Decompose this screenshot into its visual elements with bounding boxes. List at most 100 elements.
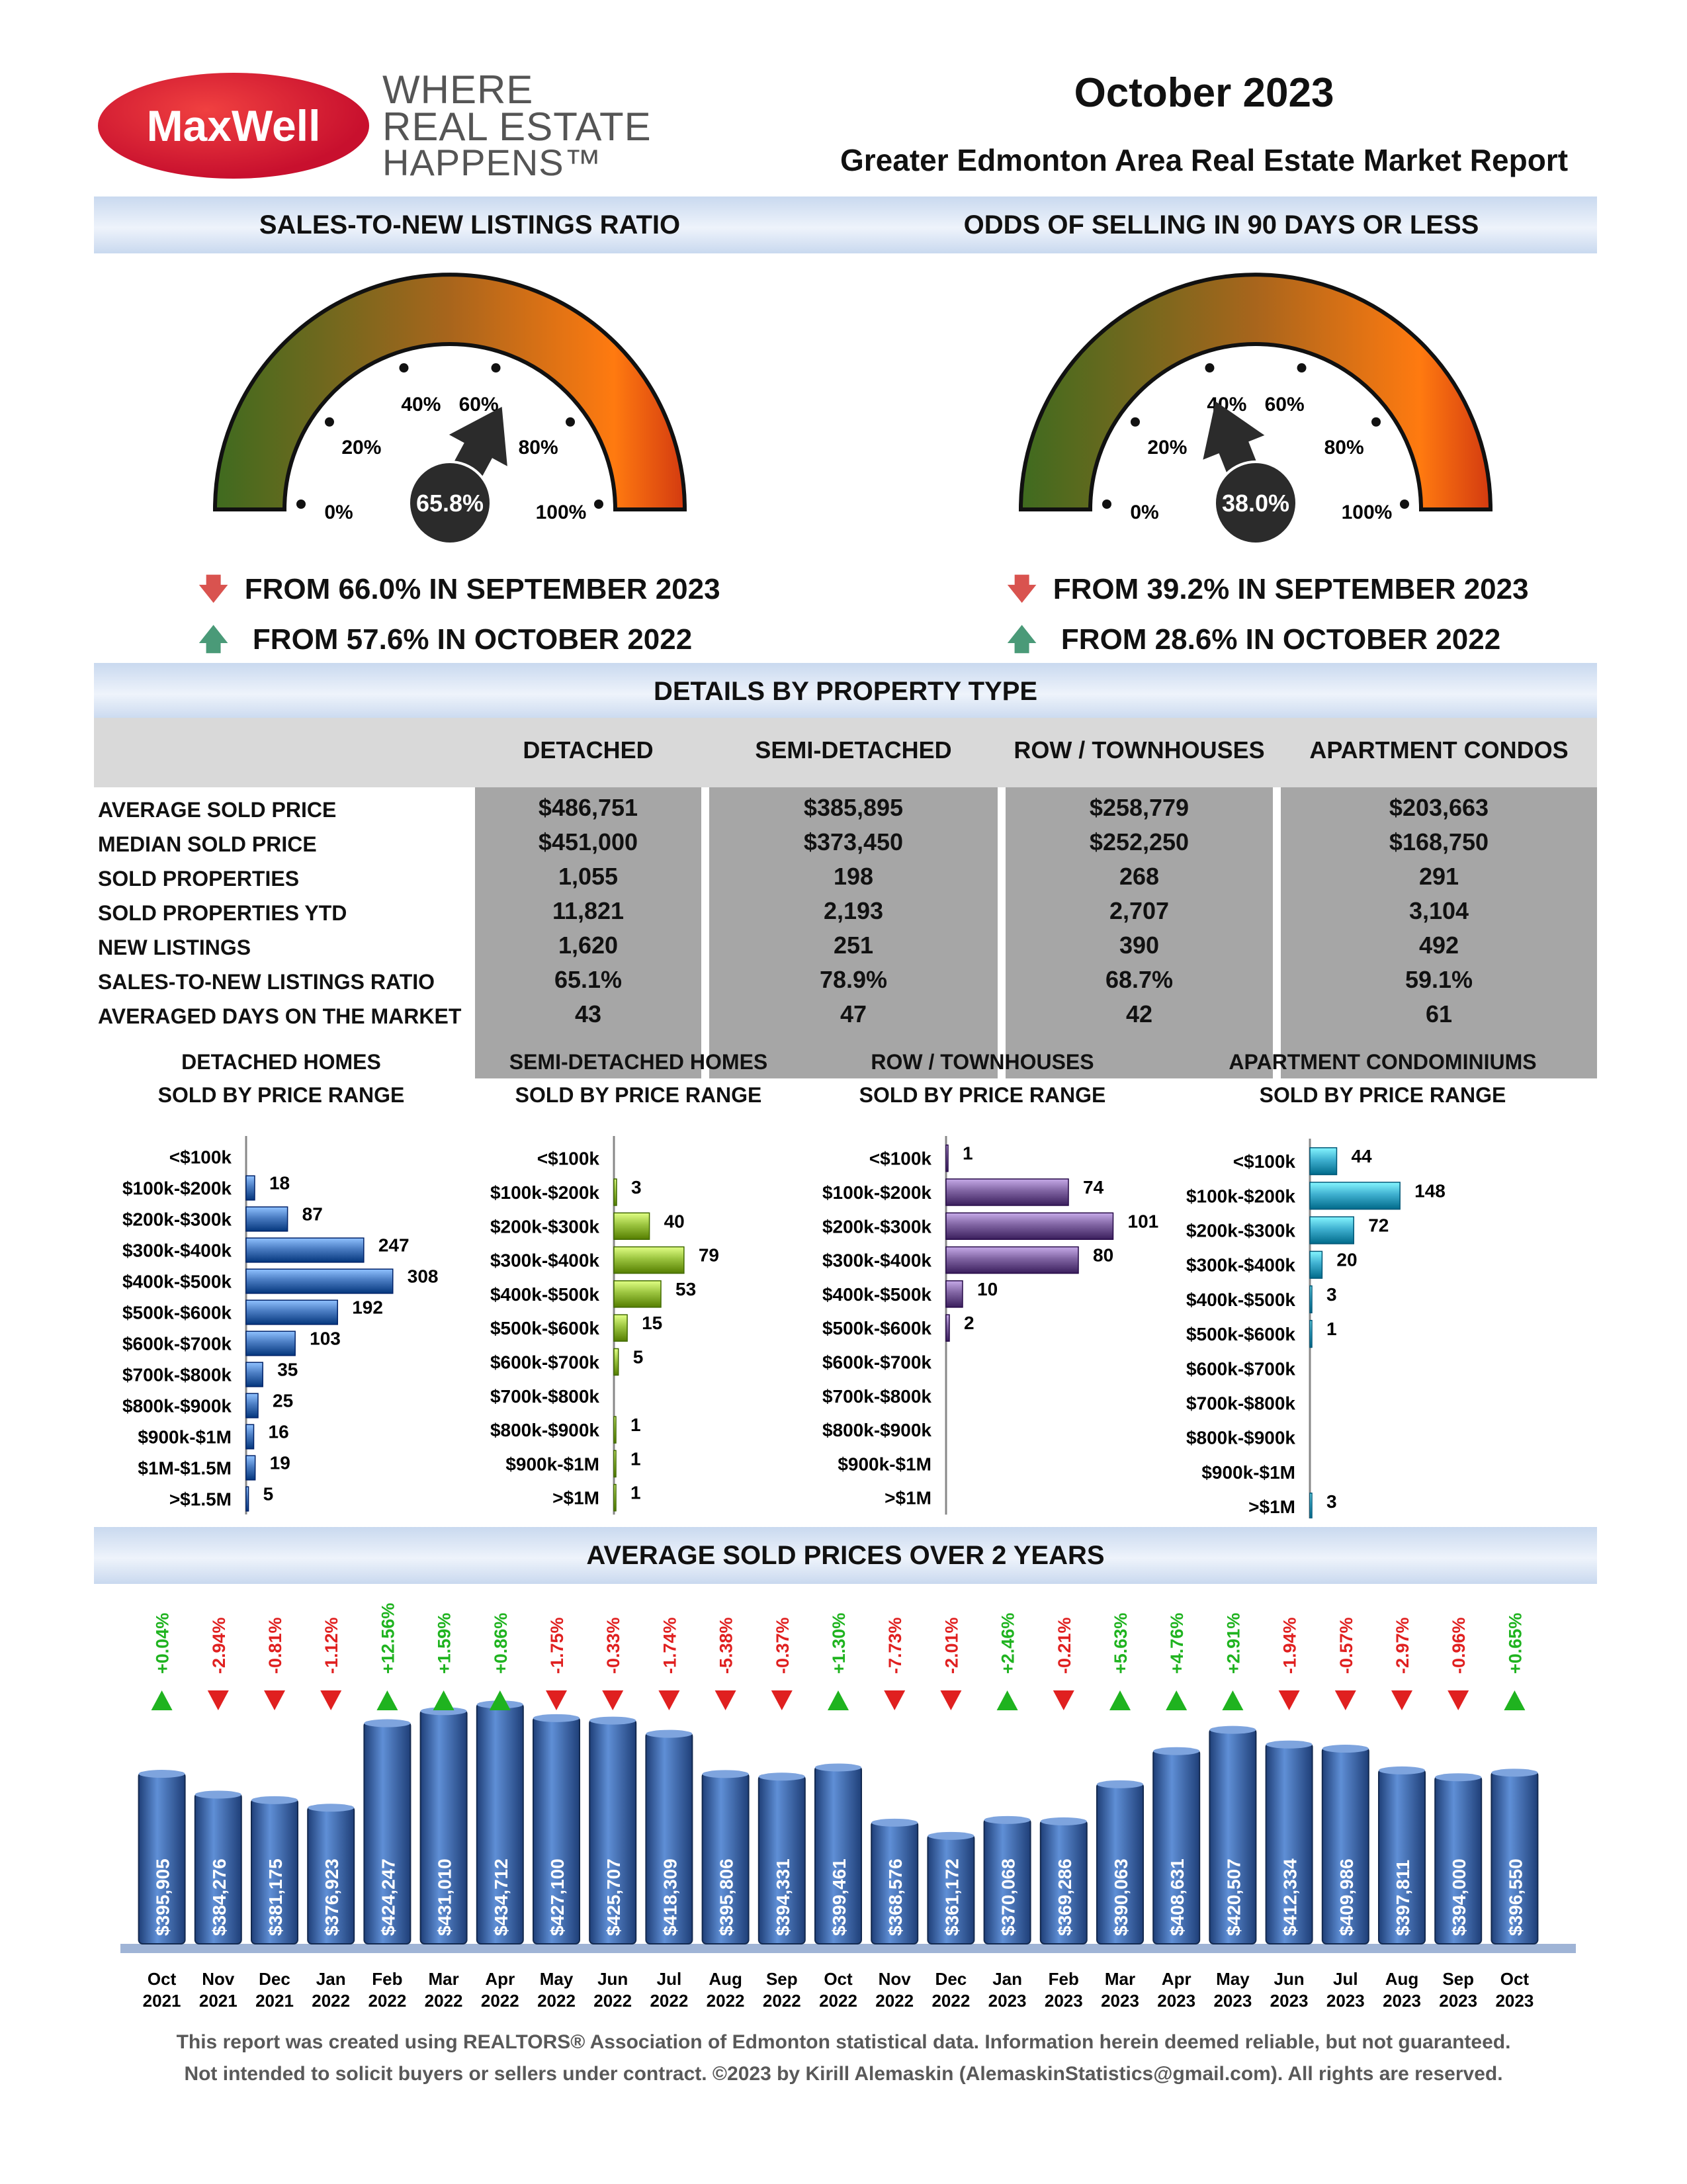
down-triangle-icon xyxy=(320,1690,342,1710)
x-tick-year: 2022 xyxy=(819,1991,857,2011)
bar-cap xyxy=(1491,1769,1538,1777)
table-cell: 78.9% xyxy=(819,966,888,993)
gauge-tick-label: 40% xyxy=(401,394,441,415)
logo-oval xyxy=(98,73,369,179)
x-tick-year: 2022 xyxy=(481,1991,519,2011)
tick-label: $100k-$200k xyxy=(490,1182,599,1203)
x-tick-month: Dec xyxy=(259,1969,290,1989)
table-col-row xyxy=(1006,787,1273,1078)
x-tick-month: Mar xyxy=(1105,1969,1135,1989)
chart-floor xyxy=(120,1944,1576,1953)
data-label: 101 xyxy=(1128,1211,1159,1231)
x-tick-month: Sep xyxy=(766,1969,798,1989)
down-triangle-icon xyxy=(1391,1690,1412,1710)
bar xyxy=(613,1246,685,1274)
tagline-line-3: HAPPENS™ xyxy=(382,142,602,183)
table-col-detached xyxy=(475,787,701,1078)
data-label: $412,334 xyxy=(1280,1858,1301,1936)
down-triangle-icon xyxy=(714,1690,736,1710)
data-label: 3 xyxy=(1326,1491,1337,1512)
detached-chart-title: DETACHED HOMES SOLD BY PRICE RANGE xyxy=(157,1050,405,1107)
gauge-arc xyxy=(212,273,687,511)
data-label: $395,905 xyxy=(153,1858,173,1936)
x-tick-year: 2022 xyxy=(875,1991,914,2011)
gauge-tick-dot xyxy=(491,363,501,373)
tick-label: $900k-$1M xyxy=(1201,1462,1295,1483)
change-label: -0.21% xyxy=(1055,1617,1074,1674)
change-label: -1.75% xyxy=(547,1617,567,1674)
gauge-tick-label: 100% xyxy=(536,502,587,523)
table-column-header: APARTMENT CONDOS xyxy=(1309,736,1569,764)
bar-cap xyxy=(138,1770,185,1778)
bar xyxy=(613,1212,650,1241)
gauge-tick-label: 20% xyxy=(341,437,381,459)
data-label: $425,707 xyxy=(603,1858,624,1936)
up-triangle-icon xyxy=(1504,1690,1526,1710)
bar xyxy=(1309,1216,1354,1245)
x-tick-month: May xyxy=(1216,1969,1250,1989)
table-cell: 68.7% xyxy=(1105,966,1174,993)
x-tick-year: 2022 xyxy=(425,1991,463,2011)
data-label: 15 xyxy=(642,1313,662,1333)
table-cell: $486,751 xyxy=(538,794,638,821)
bar xyxy=(945,1314,950,1342)
data-label: 1 xyxy=(630,1483,641,1503)
data-label: $390,063 xyxy=(1111,1858,1131,1936)
change-label: -0.81% xyxy=(265,1617,285,1674)
down-triangle-icon xyxy=(207,1690,229,1710)
data-label: 1 xyxy=(630,1415,641,1435)
gauge-tick-label: 60% xyxy=(1265,394,1305,415)
tick-label: $500k-$600k xyxy=(122,1303,232,1323)
bar-cap xyxy=(251,1796,298,1804)
bar-cap xyxy=(758,1772,805,1781)
x-tick-month: Oct xyxy=(148,1969,177,1989)
data-label: 87 xyxy=(302,1204,323,1225)
bar-cap xyxy=(308,1804,355,1812)
x-tick-year: 2023 xyxy=(1101,1991,1139,2011)
odds-change-1: 🡇 FROM 39.2% IN SEPTEMBER 2023 xyxy=(1007,573,1529,605)
table-cell: 61 xyxy=(1425,1000,1453,1027)
up-triangle-icon xyxy=(828,1690,849,1710)
table-row-label: MEDIAN SOLD PRICE xyxy=(98,832,317,856)
bar xyxy=(613,1416,617,1444)
table-cell: 1,055 xyxy=(558,863,619,890)
report-title: Greater Edmonton Area Real Estate Market… xyxy=(840,143,1569,177)
gauge-tick-label: 0% xyxy=(1130,502,1158,523)
bar xyxy=(245,1299,338,1325)
sales-ratio-heading: SALES-TO-NEW LISTINGS RATIO xyxy=(259,210,681,240)
change-label: +5.63% xyxy=(1111,1613,1131,1674)
tick-label: $700k-$800k xyxy=(122,1365,232,1385)
data-label: 148 xyxy=(1414,1180,1446,1201)
tick-label: <$100k xyxy=(537,1149,600,1169)
bar xyxy=(245,1268,394,1294)
down-triangle-icon xyxy=(1278,1690,1300,1710)
data-label: 74 xyxy=(1083,1177,1104,1198)
odds-change-2: 🡅 FROM 28.6% IN OCTOBER 2022 xyxy=(1007,623,1501,656)
x-tick-year: 2022 xyxy=(763,1991,801,2011)
gauge-tick-label: 100% xyxy=(1342,502,1393,523)
table-column-header: DETACHED xyxy=(523,736,654,764)
gauge-tick-dot xyxy=(566,417,576,427)
table-cell: 198 xyxy=(833,863,874,890)
bar xyxy=(613,1280,662,1308)
table-cell: 2,707 xyxy=(1109,897,1170,924)
table-column-header: ROW / TOWNHOUSES xyxy=(1014,736,1265,764)
gauge-tick-dot xyxy=(1400,500,1409,509)
tick-label: $900k-$1M xyxy=(838,1454,931,1474)
details-heading: DETAILS BY PROPERTY TYPE xyxy=(653,677,1038,706)
x-tick-year: 2023 xyxy=(1157,1991,1195,2011)
bar-cap xyxy=(1097,1780,1143,1788)
gauge-section-band: SALES-TO-NEW LISTINGS RATIO ODDS OF SELL… xyxy=(94,197,1597,253)
x-tick-year: 2022 xyxy=(931,1991,970,2011)
logo-brand: MaxWell xyxy=(146,101,321,150)
table-cell: 3,104 xyxy=(1408,897,1469,924)
table-cell: 43 xyxy=(574,1000,602,1027)
tick-label: $1M-$1.5M xyxy=(138,1458,232,1479)
up-triangle-icon xyxy=(1222,1690,1244,1710)
data-label: 192 xyxy=(352,1297,383,1318)
bar-cap xyxy=(871,1818,918,1827)
table-cell: 251 xyxy=(833,932,874,959)
tick-label: $400k-$500k xyxy=(1186,1289,1295,1310)
apartment-price-range-chart: <$100k 44 $100k-$200k 148 $200k-$300k 72 $300k… xyxy=(1186,1139,1446,1518)
change-label: +2.46% xyxy=(998,1613,1018,1674)
